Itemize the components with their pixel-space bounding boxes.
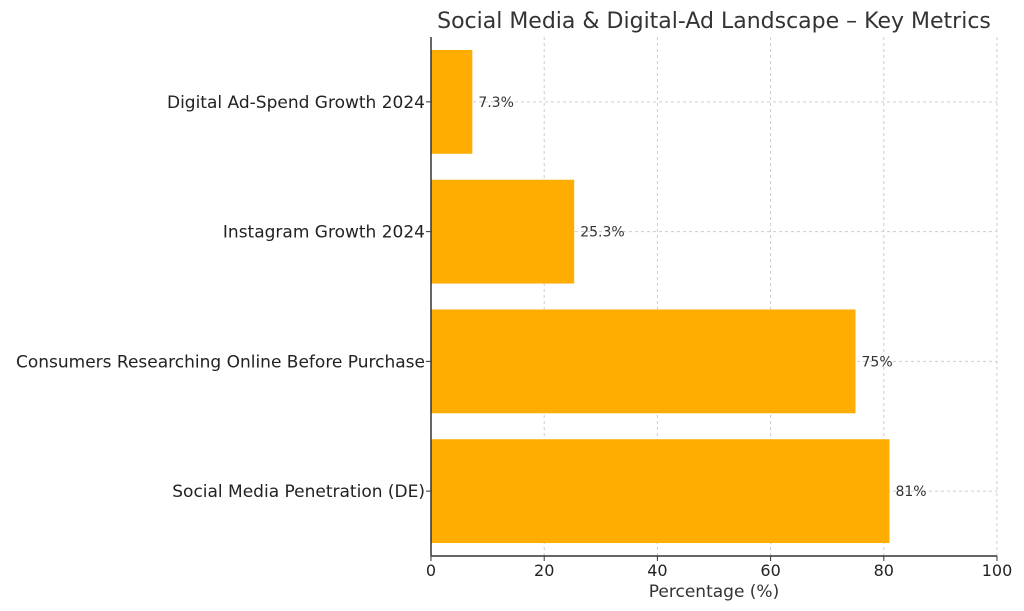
bar bbox=[431, 439, 890, 544]
bar bbox=[431, 49, 473, 154]
x-tick-label: 80 bbox=[874, 561, 894, 580]
chart-title: Social Media & Digital-Ad Landscape – Ke… bbox=[437, 9, 991, 34]
data-label: 75% bbox=[862, 354, 893, 370]
x-tick-label: 40 bbox=[647, 561, 667, 580]
category-label: Social Media Penetration (DE) bbox=[172, 482, 425, 502]
x-tick-label: 60 bbox=[760, 561, 780, 580]
data-label: 81% bbox=[895, 484, 926, 500]
category-label: Consumers Researching Online Before Purc… bbox=[16, 352, 425, 372]
category-label: Instagram Growth 2024 bbox=[223, 223, 425, 243]
x-tick-label: 0 bbox=[426, 561, 436, 580]
data-label: 25.3% bbox=[580, 225, 624, 241]
bar bbox=[431, 179, 575, 284]
labels: 0 20 40 60 80 100 Social Media Penetration (DE… bbox=[16, 93, 1012, 580]
axes bbox=[426, 37, 998, 561]
bars bbox=[431, 49, 890, 544]
x-tick-label: 100 bbox=[982, 561, 1013, 580]
category-label: Digital Ad-Spend Growth 2024 bbox=[167, 93, 425, 113]
x-axis-label: Percentage (%) bbox=[649, 582, 779, 602]
data-label: 7.3% bbox=[478, 95, 514, 111]
bar bbox=[431, 309, 856, 414]
x-tick-label: 20 bbox=[534, 561, 554, 580]
